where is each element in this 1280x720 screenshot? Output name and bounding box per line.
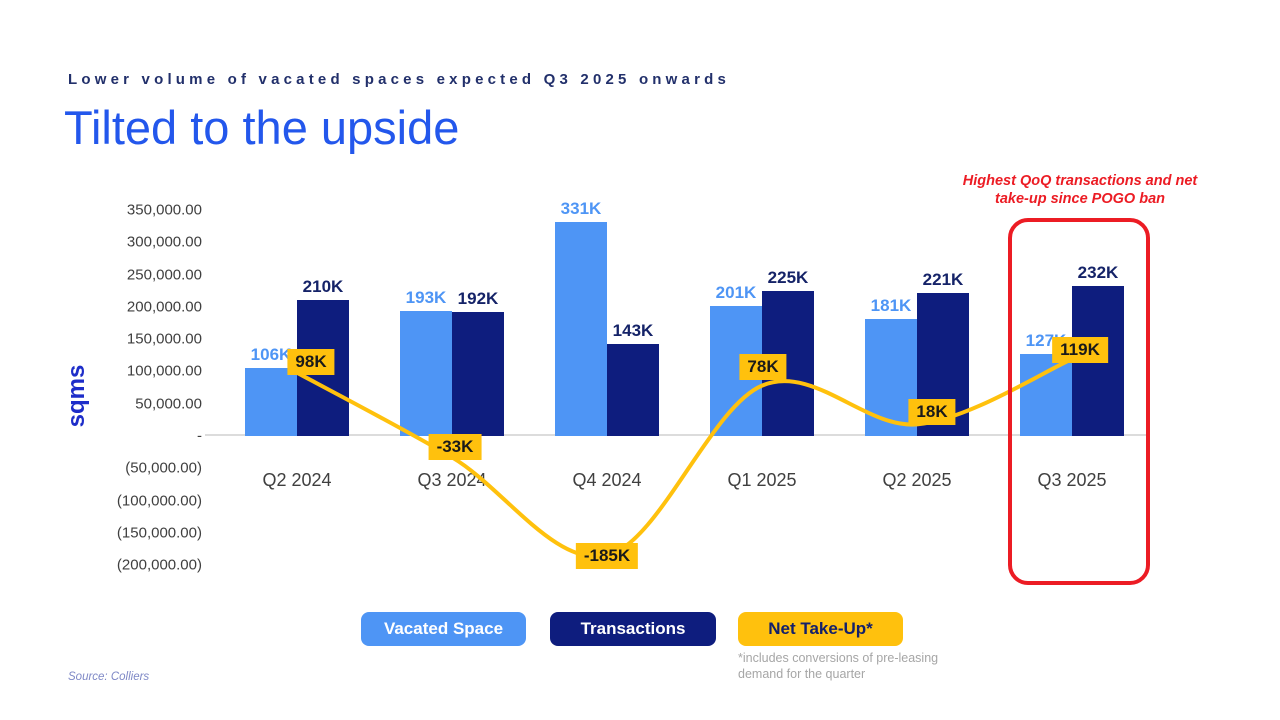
bar-value-label: 181K: [870, 296, 912, 316]
x-tick-label: Q1 2025: [727, 470, 797, 490]
bar-value-label: 232K: [1077, 263, 1119, 283]
legend-footnote: *includes conversions of pre-leasing dem…: [738, 651, 939, 682]
y-tick-label: (50,000.00): [125, 459, 202, 477]
net-take-up-label: 119K: [1052, 337, 1108, 364]
y-tick-label: (200,000.00): [116, 556, 202, 574]
bar-value-label: 210K: [302, 277, 344, 297]
y-tick-label: 300,000.00: [126, 233, 202, 251]
x-tick-label: Q2 2025: [882, 470, 952, 490]
bar-value-label: 143K: [612, 320, 654, 340]
vacated-space-bar-q2-2024: [245, 367, 297, 436]
y-tick-label: (150,000.00): [116, 524, 202, 542]
page-title: Tilted to the upside: [64, 101, 460, 154]
transactions-bar-q4-2024: [607, 343, 659, 436]
net-take-up-label: -185K: [575, 542, 639, 569]
y-tick-label: -: [197, 427, 202, 445]
y-tick-label: 100,000.00: [126, 362, 202, 380]
transactions-bar-q3-2024: [452, 311, 504, 436]
highlight-annotation-line1: Highest QoQ transactions and net: [962, 173, 1198, 189]
highlight-annotation-line2: take-up since POGO ban: [994, 190, 1165, 207]
net-take-up-label: 78K: [739, 353, 787, 380]
x-tick-label: Q2 2024: [262, 470, 332, 490]
highlight-annotation: Highest QoQ transactions and net take-up…: [955, 173, 1205, 208]
y-tick-label: 50,000.00: [135, 395, 202, 413]
bar-value-label: 193K: [405, 288, 447, 308]
y-tick-label: 200,000.00: [126, 298, 202, 316]
legend-vacated-space: Vacated Space: [361, 612, 526, 646]
bar-value-label: 106K: [250, 344, 292, 364]
y-tick-label: 150,000.00: [126, 330, 202, 348]
vacated-space-bar-q4-2024: [555, 222, 607, 436]
bar-value-label: 221K: [922, 270, 964, 290]
source-note: Source: Colliers: [68, 671, 150, 683]
x-tick-label: Q4 2024: [572, 470, 642, 490]
x-tick-label: Q3 2024: [417, 470, 487, 490]
y-tick-label: 350,000.00: [126, 201, 202, 219]
bar-value-label: 192K: [457, 288, 499, 308]
legend-net-take-up: Net Take-Up*: [738, 612, 903, 646]
bar-value-label: 201K: [715, 283, 757, 303]
bar-value-label: 331K: [560, 199, 602, 219]
y-tick-label: 250,000.00: [126, 266, 202, 283]
vacated-space-bar-q3-2024: [400, 311, 452, 436]
net-take-up-label: 18K: [908, 399, 956, 426]
slide-kicker: Lower volume of vacated spaces expected …: [68, 71, 731, 88]
net-take-up-label: -33K: [428, 434, 482, 461]
legend-transactions: Transactions: [550, 612, 716, 646]
bar-value-label: 225K: [767, 267, 809, 287]
highlight-box-q3-2025: [1008, 218, 1150, 585]
net-take-up-label: 98K: [287, 348, 335, 375]
y-tick-label: (100,000.00): [116, 492, 202, 510]
